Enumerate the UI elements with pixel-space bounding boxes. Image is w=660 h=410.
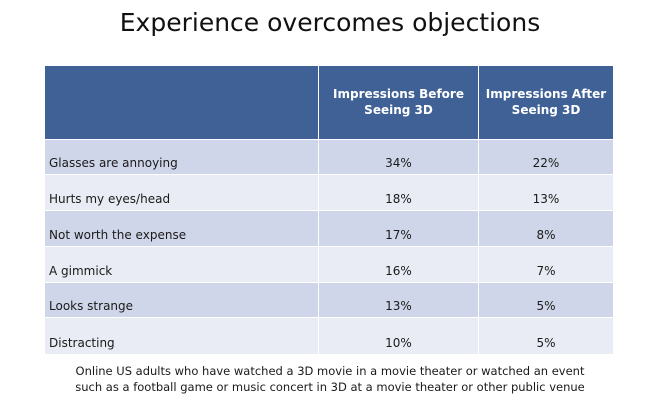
comparison-table: Impressions Before Seeing 3D Impressions… bbox=[45, 66, 613, 354]
before-value: 13% bbox=[318, 281, 479, 318]
table-row: Glasses are annoying 34% 22% bbox=[45, 138, 613, 175]
footnote-line2: such as a football game or music concert… bbox=[75, 380, 585, 394]
header-after: Impressions After Seeing 3D bbox=[478, 66, 613, 139]
row-label: Looks strange bbox=[45, 281, 319, 318]
table-row: Looks strange 13% 5% bbox=[45, 281, 613, 318]
row-label: Distracting bbox=[45, 317, 319, 354]
footnote: Online US adults who have watched a 3D m… bbox=[0, 363, 660, 395]
before-value: 18% bbox=[318, 174, 479, 211]
table-row: Distracting 10% 5% bbox=[45, 317, 613, 354]
header-label-column bbox=[45, 66, 319, 139]
table-row: Hurts my eyes/head 18% 13% bbox=[45, 174, 613, 211]
after-value: 5% bbox=[478, 317, 613, 354]
slide-title: Experience overcomes objections bbox=[119, 8, 541, 37]
header-after-line1: Impressions After bbox=[485, 87, 607, 102]
table-header-row: Impressions Before Seeing 3D Impressions… bbox=[45, 66, 613, 139]
table-row: Not worth the expense 17% 8% bbox=[45, 210, 613, 247]
row-label: Glasses are annoying bbox=[45, 138, 319, 175]
before-value: 10% bbox=[318, 317, 479, 354]
after-value: 8% bbox=[478, 210, 613, 247]
after-value: 7% bbox=[478, 245, 613, 283]
header-before-line2: Seeing 3D bbox=[364, 103, 433, 118]
header-before-line1: Impressions Before bbox=[333, 87, 464, 102]
header-before: Impressions Before Seeing 3D bbox=[318, 66, 479, 139]
table-row: A gimmick 16% 7% bbox=[45, 245, 613, 283]
after-value: 22% bbox=[478, 138, 613, 175]
after-value: 5% bbox=[478, 281, 613, 318]
header-after-line2: Seeing 3D bbox=[511, 103, 581, 118]
after-value: 13% bbox=[478, 174, 613, 211]
row-label: Not worth the expense bbox=[45, 210, 319, 247]
before-value: 17% bbox=[318, 210, 479, 247]
row-label: A gimmick bbox=[45, 245, 319, 283]
row-label: Hurts my eyes/head bbox=[45, 174, 319, 211]
before-value: 16% bbox=[318, 245, 479, 283]
footnote-line1: Online US adults who have watched a 3D m… bbox=[75, 364, 585, 378]
before-value: 34% bbox=[318, 138, 479, 175]
